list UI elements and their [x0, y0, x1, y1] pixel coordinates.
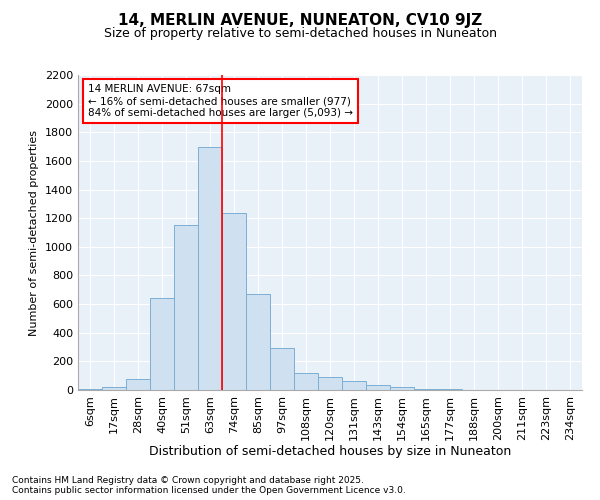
Bar: [246, 294, 270, 390]
Bar: [174, 226, 198, 390]
Bar: [390, 387, 414, 390]
Bar: [294, 373, 318, 390]
Bar: [126, 380, 150, 390]
Text: Size of property relative to semi-detached houses in Nuneaton: Size of property relative to semi-detach…: [104, 28, 497, 40]
Bar: [198, 146, 222, 390]
Bar: [318, 377, 342, 390]
Bar: [102, 387, 126, 390]
Bar: [366, 385, 390, 390]
Text: 14, MERLIN AVENUE, NUNEATON, CV10 9JZ: 14, MERLIN AVENUE, NUNEATON, CV10 9JZ: [118, 12, 482, 28]
Text: Contains HM Land Registry data © Crown copyright and database right 2025.
Contai: Contains HM Land Registry data © Crown c…: [12, 476, 406, 495]
Bar: [270, 348, 294, 390]
Bar: [342, 382, 366, 390]
Bar: [222, 213, 246, 390]
Bar: [414, 388, 438, 390]
X-axis label: Distribution of semi-detached houses by size in Nuneaton: Distribution of semi-detached houses by …: [149, 446, 511, 458]
Y-axis label: Number of semi-detached properties: Number of semi-detached properties: [29, 130, 40, 336]
Text: 14 MERLIN AVENUE: 67sqm
← 16% of semi-detached houses are smaller (977)
84% of s: 14 MERLIN AVENUE: 67sqm ← 16% of semi-de…: [88, 84, 353, 117]
Bar: [150, 298, 174, 390]
